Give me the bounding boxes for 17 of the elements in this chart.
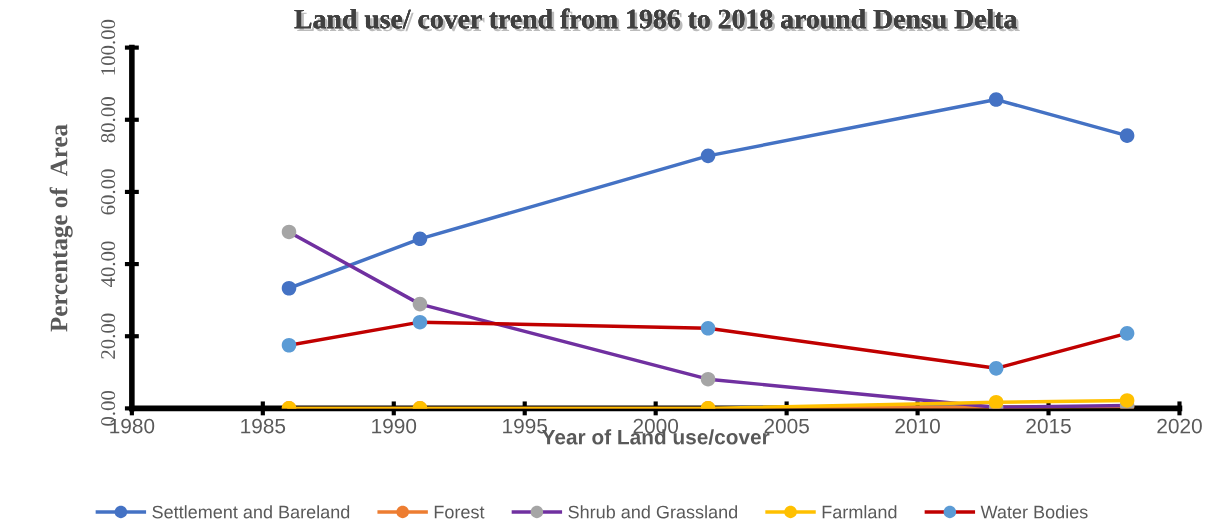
x-tick-label: 1985 [241, 418, 286, 434]
legend-label: Forest [434, 505, 485, 519]
y-tick-label: 60.00 [101, 169, 116, 215]
x-tick-label: 2015 [1026, 418, 1071, 434]
y-axis-title: Percentage of Area [49, 124, 73, 332]
legend-label: Water Bodies [980, 505, 1088, 519]
y-tick-label: 20.00 [101, 313, 116, 359]
y-tick-label: 80.00 [101, 97, 116, 143]
legend-label: Shrub and Grassland [568, 505, 738, 519]
x-tick-label: 2010 [895, 418, 940, 434]
y-tick-label: 100.00 [101, 19, 116, 75]
x-tick-label: 1990 [372, 418, 417, 434]
chart-title: Land use/ cover trend from 1986 to 2018 around Densu Delta [294, 8, 1020, 32]
legend-label: Farmland [822, 505, 897, 519]
legend-label: Settlement and Bareland [152, 505, 350, 519]
x-tick-label: 2020 [1157, 418, 1202, 434]
y-tick-label: 40.00 [101, 241, 116, 288]
